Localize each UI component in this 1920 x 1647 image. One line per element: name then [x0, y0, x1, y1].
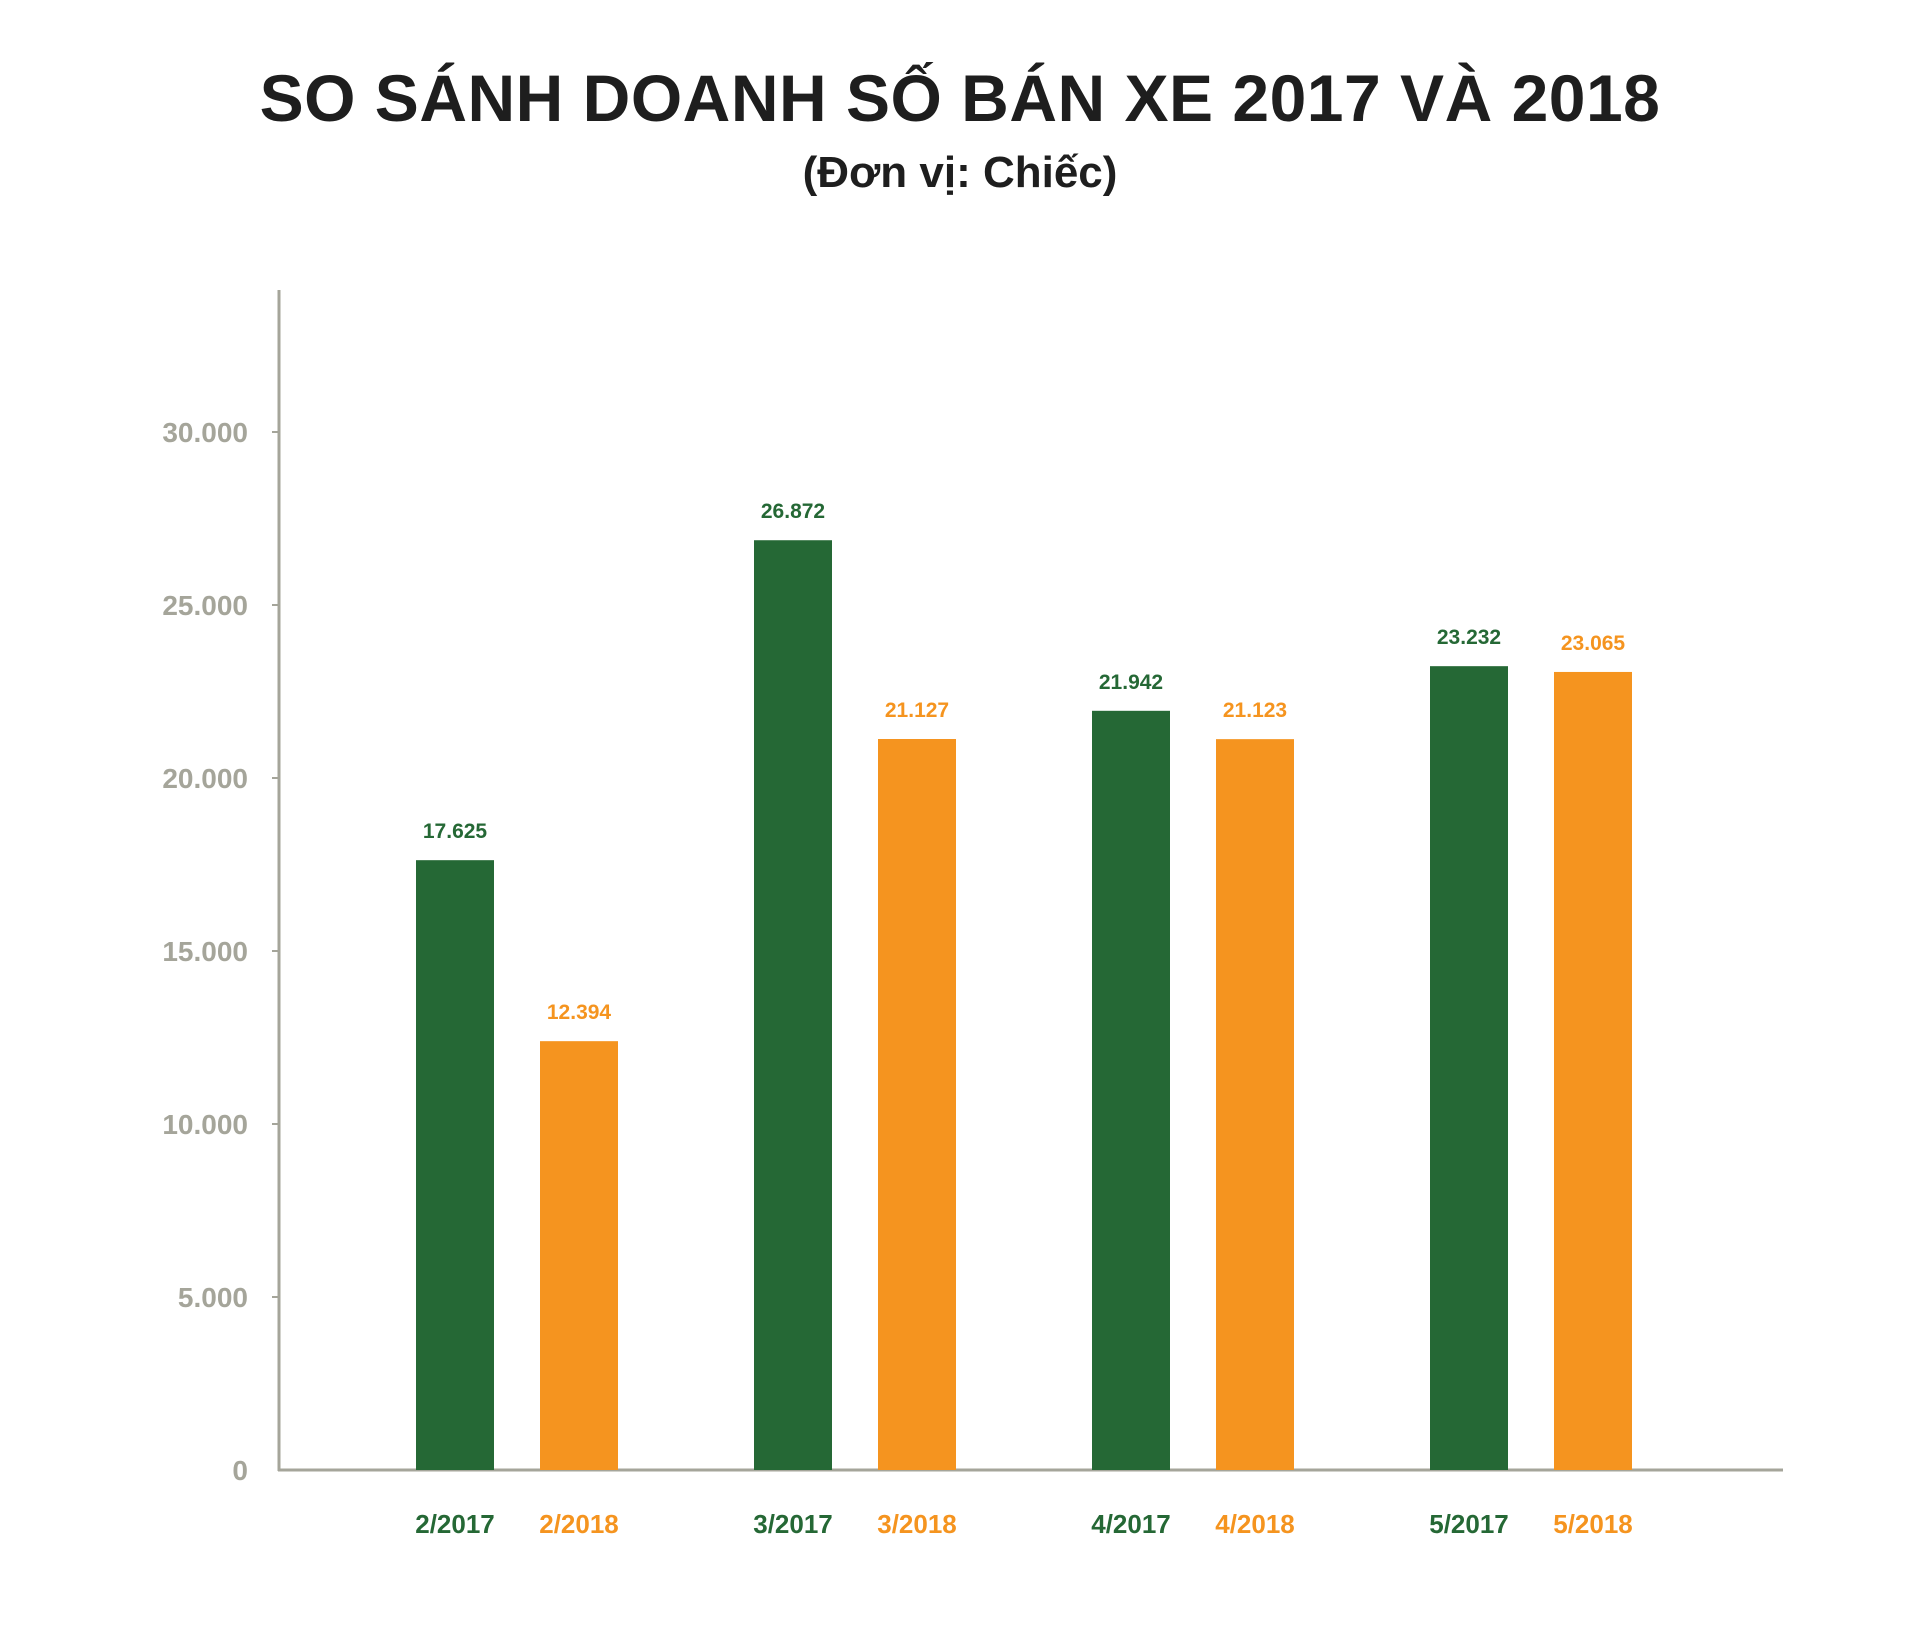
bar-3-2018: [878, 739, 956, 1470]
y-tick-label: 0: [232, 1455, 248, 1486]
y-tick-label: 30.000: [162, 417, 248, 448]
category-label: 2/2017: [415, 1509, 495, 1539]
y-tick-label: 25.000: [162, 590, 248, 621]
bar-3-2017: [754, 540, 832, 1470]
bar-2-2018: [540, 1041, 618, 1470]
chart-bars: [416, 540, 1632, 1470]
y-tick-label: 10.000: [162, 1109, 248, 1140]
chart-subtitle: (Đơn vị: Chiếc): [802, 148, 1118, 197]
value-label: 26.872: [761, 500, 825, 523]
value-label: 17.625: [423, 820, 488, 843]
category-label: 2/2018: [539, 1509, 619, 1539]
category-label: 3/2018: [877, 1509, 957, 1539]
bar-5-2017: [1430, 666, 1508, 1470]
bar-4-2017: [1092, 710, 1170, 1470]
y-tick-label: 20.000: [162, 763, 248, 794]
chart-labels: 17.625 2/2017 26.872 3/2017 21.942 4/2017 23.2…: [415, 500, 1633, 1539]
category-label: 3/2017: [753, 1509, 833, 1539]
y-tick-label: 15.000: [162, 936, 248, 967]
value-label: 21.942: [1099, 671, 1163, 694]
category-label: 4/2017: [1091, 1509, 1171, 1539]
value-label: 12.394: [547, 1001, 612, 1024]
y-tick-label: 5.000: [178, 1282, 248, 1313]
value-label: 21.123: [1223, 699, 1287, 722]
chart-title: SO SÁNH DOANH SỐ BÁN XE 2017 VÀ 2018: [259, 61, 1661, 135]
category-label: 5/2017: [1429, 1509, 1509, 1539]
bar-2-2017: [416, 860, 494, 1470]
bar-4-2018: [1216, 739, 1294, 1470]
value-label: 21.127: [885, 699, 949, 722]
category-label: 5/2018: [1553, 1509, 1633, 1539]
value-label: 23.232: [1437, 626, 1501, 649]
value-label: 23.065: [1561, 632, 1626, 655]
bar-5-2018: [1554, 671, 1632, 1470]
chart-axes: 0 5.000 10.000 15.000 20.000 25.000 30.000: [162, 290, 1783, 1486]
category-label: 4/2018: [1215, 1509, 1295, 1539]
